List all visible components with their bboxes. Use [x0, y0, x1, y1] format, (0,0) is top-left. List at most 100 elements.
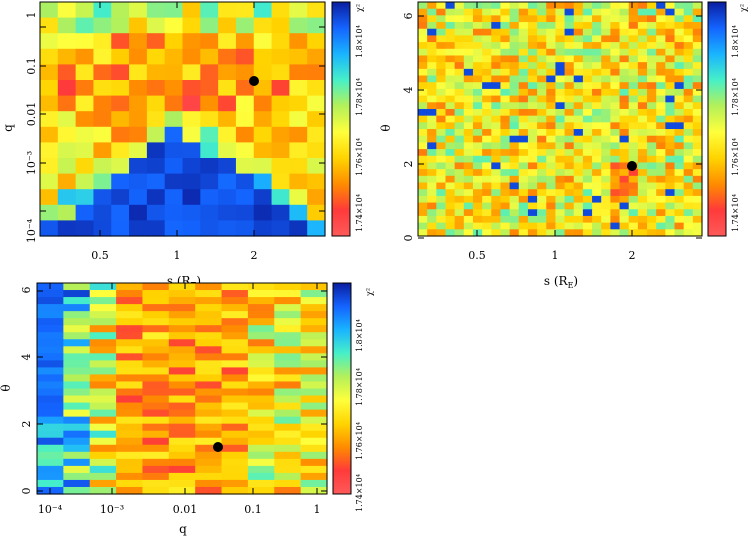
heatmap-cell [300, 360, 328, 368]
heatmap-cell [692, 28, 703, 37]
heatmap-cell [500, 222, 511, 230]
heatmap-cell [89, 290, 117, 298]
heatmap-cell [628, 122, 639, 130]
heatmap-cell [142, 458, 170, 467]
heatmap-cell [601, 149, 611, 157]
heatmap-cell [555, 2, 566, 10]
heatmap-cell [619, 149, 630, 157]
heatmap-cell [37, 437, 64, 446]
x-tick-label: 1 [552, 249, 559, 262]
heatmap-cell [573, 215, 584, 224]
heatmap-cell [463, 95, 474, 103]
heatmap-cell [93, 173, 112, 190]
heatmap-cell [129, 204, 148, 221]
heatmap-cell [500, 169, 511, 177]
heatmap-cell [221, 451, 249, 460]
heatmap-cell [93, 158, 112, 175]
heatmap-cell [527, 155, 538, 164]
heatmap-cell [221, 339, 249, 347]
heatmap-cell [692, 75, 703, 83]
heatmap-cell [656, 215, 666, 224]
heatmap-cell [168, 395, 196, 404]
heatmap-cell [93, 126, 112, 143]
heatmap-cell [674, 55, 685, 63]
heatmap-cell [168, 472, 196, 481]
heatmap-cell [200, 204, 219, 221]
heatmap-cell [610, 55, 621, 63]
heatmap-cell [37, 297, 64, 305]
heatmap-cell [509, 108, 520, 117]
heatmap-cell [195, 339, 223, 347]
heatmap-cell [454, 195, 465, 204]
heatmap-cell [63, 486, 91, 495]
panel-theta-vs-s: 0.5 1 2 s (RE) θ 0 2 4 6 1.74×10⁴ 1.76×1… [379, 1, 748, 290]
heatmap-cell [582, 82, 593, 90]
heatmap-cell [218, 17, 237, 34]
heatmap-cell [665, 135, 676, 143]
heatmap-cell [482, 122, 492, 130]
heatmap-cell [482, 2, 492, 10]
heatmap-cell [436, 15, 447, 23]
heatmap-cell [463, 162, 474, 170]
heatmap-cell [463, 15, 474, 23]
heatmap-cell [57, 2, 77, 19]
heatmap-cell [116, 332, 144, 340]
heatmap-cell [582, 88, 593, 97]
heatmap-cell [445, 122, 456, 130]
heatmap-cell [582, 115, 593, 123]
heatmap-cell [656, 102, 666, 110]
heatmap-cell [445, 209, 456, 217]
heatmap-cell [656, 8, 666, 16]
heatmap-cell [509, 48, 520, 57]
heatmap-cell [546, 28, 557, 37]
heatmap-cell [436, 135, 447, 143]
heatmap-cell [482, 195, 492, 204]
heatmap-cell [491, 169, 502, 177]
heatmap-cell [656, 22, 666, 30]
heatmap-cell [518, 108, 529, 117]
heatmap-cell [200, 126, 219, 143]
heatmap-cell [628, 189, 639, 197]
heatmap-cell [564, 122, 575, 130]
heatmap-cell [146, 220, 166, 237]
heatmap-cell [665, 189, 676, 197]
heatmap-cell [168, 465, 196, 474]
heatmap-cell [454, 22, 465, 30]
heatmap-cell [601, 195, 611, 204]
heatmap-cell [582, 35, 593, 43]
heatmap-cell [564, 202, 575, 210]
heatmap-cell [537, 129, 547, 137]
heatmap-cell [427, 2, 437, 10]
heatmap-cell [555, 222, 566, 230]
heatmap-cell [555, 35, 566, 43]
heatmap-cell [253, 64, 273, 81]
heatmap-cell [527, 88, 538, 97]
heatmap-cell [692, 42, 703, 50]
heatmap-cell [436, 189, 447, 197]
heatmap-cell [93, 220, 112, 237]
heatmap-cell [221, 479, 249, 488]
heatmap-cell [418, 169, 428, 177]
heatmap-cell [546, 102, 557, 110]
heatmap-cell [683, 8, 694, 16]
heatmap-cell [37, 311, 64, 319]
heatmap-cell [500, 102, 511, 110]
heatmap-cell [221, 353, 249, 361]
heatmap-cell [116, 388, 144, 397]
heatmap-cell [93, 142, 112, 159]
heatmap-cell [182, 64, 201, 81]
heatmap-cell [537, 149, 547, 157]
heatmap-cell [40, 111, 59, 128]
heatmap-cell [300, 479, 328, 488]
heatmap-cell [274, 479, 302, 488]
heatmap-cell [418, 209, 428, 217]
heatmap-cell [89, 458, 117, 467]
heatmap-cell [692, 175, 703, 184]
heatmap-cell [509, 149, 520, 157]
heatmap-cell [555, 108, 566, 117]
heatmap-cell [692, 129, 703, 137]
heatmap-cell [63, 332, 91, 340]
heatmap-cell [427, 95, 437, 103]
heatmap-cell [218, 95, 237, 112]
heatmap-cell [116, 479, 144, 488]
